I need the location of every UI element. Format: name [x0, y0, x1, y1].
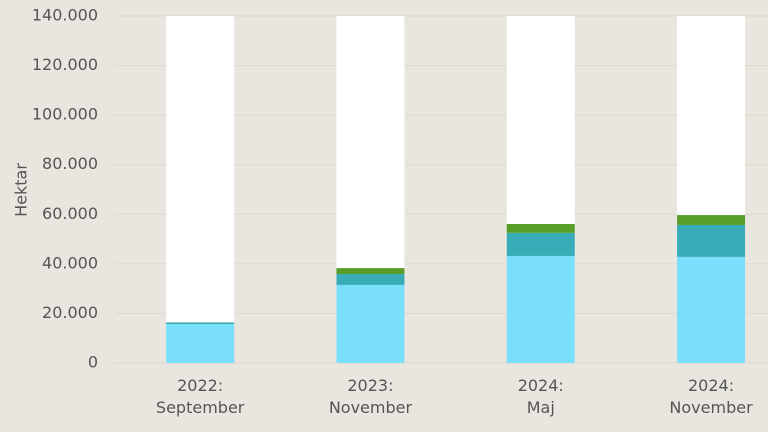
y-axis-label: Hektar — [12, 163, 31, 217]
bar-segment — [677, 16, 746, 216]
y-tick-label: 120.000 — [32, 55, 98, 74]
bar-segment — [166, 324, 235, 363]
y-tick-label: 80.000 — [42, 154, 98, 173]
y-tick-label: 20.000 — [42, 303, 98, 322]
y-tick-label: 0 — [88, 353, 98, 372]
x-tick-label: 2022: September — [155, 376, 245, 417]
bar-segment — [506, 255, 575, 363]
y-tick-label: 140.000 — [32, 6, 98, 25]
bar-segment — [677, 256, 746, 363]
bar-segment — [166, 16, 235, 323]
bar-segment — [506, 232, 575, 256]
x-tick-label: 2024: November — [669, 376, 753, 417]
x-tick-label: 2024: Maj — [517, 376, 564, 417]
bar-segment — [336, 16, 405, 269]
bar-segment — [336, 284, 405, 363]
y-tick-label: 40.000 — [42, 253, 98, 272]
bar-segment — [506, 16, 575, 224]
bar-segment — [336, 274, 405, 285]
x-tick-label: 2023: November — [328, 376, 413, 417]
bar-segment — [336, 268, 405, 275]
y-tick-label: 60.000 — [42, 204, 98, 223]
bar-segment — [166, 322, 235, 325]
bar-segment — [506, 223, 575, 233]
y-tick-label: 100.000 — [32, 105, 98, 124]
bar-segment — [677, 215, 746, 225]
bar-segment — [677, 224, 746, 257]
